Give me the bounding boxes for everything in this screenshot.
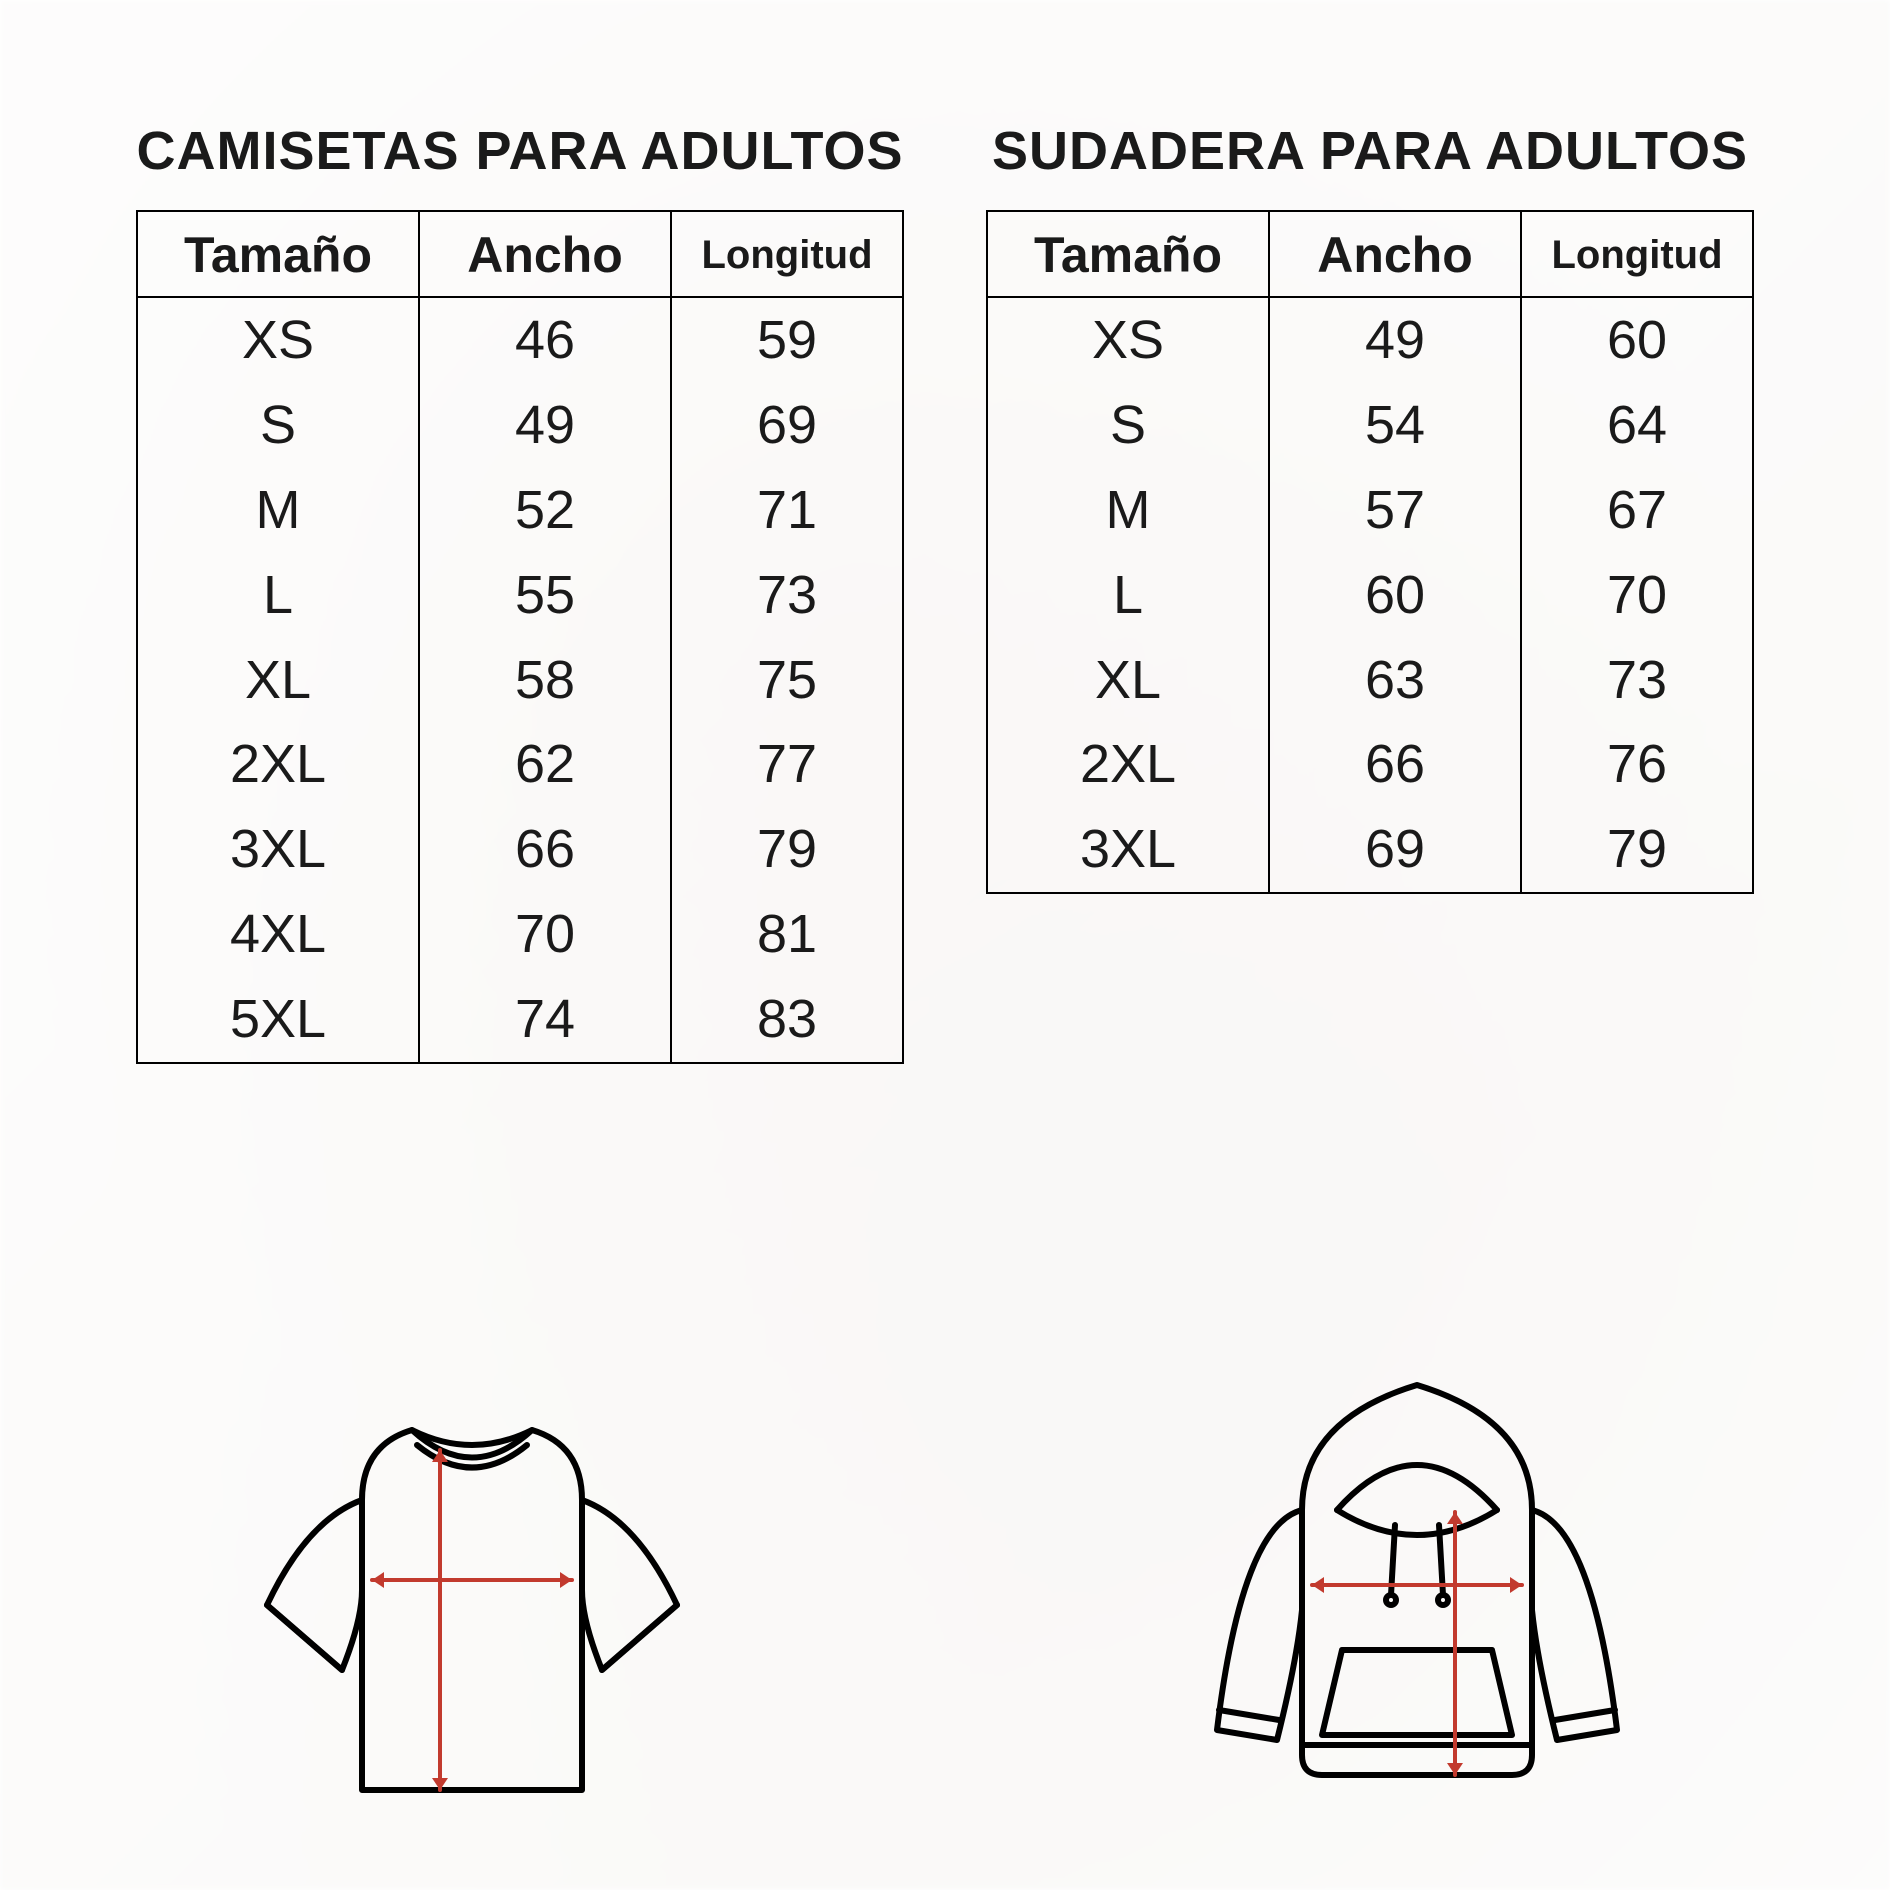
cell-width: 66 bbox=[419, 807, 671, 892]
hoodie-heading: SUDADERA PARA ADULTOS bbox=[980, 120, 1760, 182]
table-row: XL6373 bbox=[987, 638, 1753, 723]
cell-size: XS bbox=[137, 297, 419, 383]
cell-length: 70 bbox=[1521, 553, 1753, 638]
cell-width: 63 bbox=[1269, 638, 1521, 723]
cell-size: 4XL bbox=[137, 892, 419, 977]
cell-length: 77 bbox=[671, 722, 903, 807]
cell-width: 57 bbox=[1269, 468, 1521, 553]
table-row: XS4659 bbox=[137, 297, 903, 383]
cell-size: S bbox=[987, 383, 1269, 468]
cell-width: 60 bbox=[1269, 553, 1521, 638]
tshirt-body: XS4659S4969M5271L5573XL58752XL62773XL667… bbox=[137, 297, 903, 1063]
table-row: M5767 bbox=[987, 468, 1753, 553]
hoodie-icon bbox=[1157, 1360, 1677, 1820]
tshirt-col-size: Tamaño bbox=[137, 211, 419, 297]
cell-size: XL bbox=[987, 638, 1269, 723]
tshirt-icon bbox=[212, 1390, 732, 1820]
cell-width: 49 bbox=[419, 383, 671, 468]
table-row: 5XL7483 bbox=[137, 977, 903, 1063]
cell-size: 3XL bbox=[137, 807, 419, 892]
hoodie-body: XS4960S5464M5767L6070XL63732XL66763XL697… bbox=[987, 297, 1753, 893]
cell-size: 5XL bbox=[137, 977, 419, 1063]
cell-length: 83 bbox=[671, 977, 903, 1063]
tshirt-icon-wrap bbox=[38, 1390, 907, 1820]
table-row: S5464 bbox=[987, 383, 1753, 468]
table-row: S4969 bbox=[137, 383, 903, 468]
hoodie-col-width: Ancho bbox=[1269, 211, 1521, 297]
cell-size: S bbox=[137, 383, 419, 468]
cell-size: M bbox=[987, 468, 1269, 553]
table-row: 3XL6979 bbox=[987, 807, 1753, 893]
cell-size: 2XL bbox=[137, 722, 419, 807]
cell-length: 75 bbox=[671, 638, 903, 723]
cell-width: 66 bbox=[1269, 722, 1521, 807]
table-row: 4XL7081 bbox=[137, 892, 903, 977]
table-row: XL5875 bbox=[137, 638, 903, 723]
cell-width: 54 bbox=[1269, 383, 1521, 468]
tshirt-header-row: Tamaño Ancho Longitud bbox=[137, 211, 903, 297]
cell-size: L bbox=[137, 553, 419, 638]
cell-length: 81 bbox=[671, 892, 903, 977]
cell-width: 55 bbox=[419, 553, 671, 638]
cell-length: 67 bbox=[1521, 468, 1753, 553]
cell-width: 74 bbox=[419, 977, 671, 1063]
cell-size: XL bbox=[137, 638, 419, 723]
icons-row bbox=[0, 1360, 1890, 1820]
cell-size: 2XL bbox=[987, 722, 1269, 807]
cell-width: 70 bbox=[419, 892, 671, 977]
tshirt-table: Tamaño Ancho Longitud XS4659S4969M5271L5… bbox=[136, 210, 904, 1064]
hoodie-icon-wrap bbox=[983, 1360, 1852, 1820]
page-root: CAMISETAS PARA ADULTOS Tamaño Ancho Long… bbox=[0, 0, 1890, 1890]
cell-length: 71 bbox=[671, 468, 903, 553]
tshirt-col-width: Ancho bbox=[419, 211, 671, 297]
cell-length: 64 bbox=[1521, 383, 1753, 468]
hoodie-table: Tamaño Ancho Longitud XS4960S5464M5767L6… bbox=[986, 210, 1754, 894]
hoodie-header-row: Tamaño Ancho Longitud bbox=[987, 211, 1753, 297]
table-row: L5573 bbox=[137, 553, 903, 638]
cell-width: 69 bbox=[1269, 807, 1521, 893]
table-row: M5271 bbox=[137, 468, 903, 553]
cell-length: 69 bbox=[671, 383, 903, 468]
table-row: 3XL6679 bbox=[137, 807, 903, 892]
hoodie-column: SUDADERA PARA ADULTOS Tamaño Ancho Longi… bbox=[980, 120, 1760, 1064]
hoodie-col-length: Longitud bbox=[1521, 211, 1753, 297]
cell-length: 73 bbox=[671, 553, 903, 638]
table-row: XS4960 bbox=[987, 297, 1753, 383]
cell-size: 3XL bbox=[987, 807, 1269, 893]
hoodie-col-size: Tamaño bbox=[987, 211, 1269, 297]
cell-width: 52 bbox=[419, 468, 671, 553]
cell-length: 79 bbox=[1521, 807, 1753, 893]
table-row: 2XL6676 bbox=[987, 722, 1753, 807]
cell-size: L bbox=[987, 553, 1269, 638]
table-row: 2XL6277 bbox=[137, 722, 903, 807]
cell-width: 49 bbox=[1269, 297, 1521, 383]
cell-length: 60 bbox=[1521, 297, 1753, 383]
tshirt-col-length: Longitud bbox=[671, 211, 903, 297]
tshirt-column: CAMISETAS PARA ADULTOS Tamaño Ancho Long… bbox=[130, 120, 910, 1064]
tshirt-heading: CAMISETAS PARA ADULTOS bbox=[130, 120, 910, 182]
cell-size: XS bbox=[987, 297, 1269, 383]
cell-length: 79 bbox=[671, 807, 903, 892]
cell-width: 62 bbox=[419, 722, 671, 807]
cell-size: M bbox=[137, 468, 419, 553]
columns-wrapper: CAMISETAS PARA ADULTOS Tamaño Ancho Long… bbox=[0, 120, 1890, 1064]
cell-length: 76 bbox=[1521, 722, 1753, 807]
cell-length: 73 bbox=[1521, 638, 1753, 723]
cell-width: 46 bbox=[419, 297, 671, 383]
table-row: L6070 bbox=[987, 553, 1753, 638]
cell-length: 59 bbox=[671, 297, 903, 383]
cell-width: 58 bbox=[419, 638, 671, 723]
